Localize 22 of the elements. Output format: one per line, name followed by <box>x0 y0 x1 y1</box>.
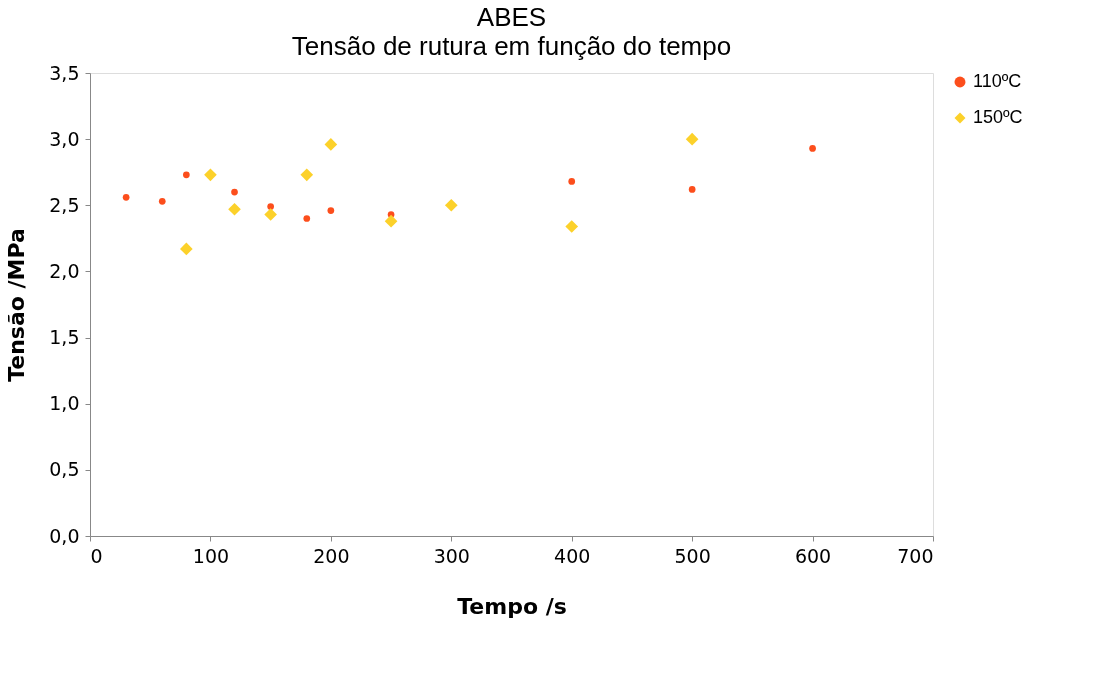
x-tick-label: 600 <box>794 544 832 567</box>
x-axis-title: Tempo /s <box>457 593 567 619</box>
chart-title: ABES <box>476 2 547 32</box>
x-tick-label: 500 <box>674 544 711 567</box>
y-tick-label: 2,0 <box>49 259 80 282</box>
legend-label: 150ºC <box>973 107 1023 127</box>
x-tick-label: 300 <box>433 544 470 567</box>
y-tick-label: 0,5 <box>49 458 80 481</box>
x-tick-label: 700 <box>897 544 934 567</box>
y-tick-label: 1,0 <box>49 392 80 415</box>
x-tick-label: 0 <box>90 544 103 567</box>
x-tick-label: 100 <box>192 544 230 567</box>
y-tick-label: 0,0 <box>49 524 80 547</box>
y-tick-label: 3,0 <box>49 127 80 150</box>
chart-subtitle: Tensão de rutura em função do tempo <box>291 31 732 61</box>
y-tick-label: 2,5 <box>49 193 80 216</box>
y-axis-title: Tensão /MPa <box>4 228 30 382</box>
y-tick-label: 3,5 <box>49 61 80 84</box>
legend-label: 110ºC <box>973 71 1022 91</box>
y-tick-label: 1,5 <box>49 326 80 349</box>
x-tick-label: 200 <box>313 544 350 567</box>
x-tick-label: 400 <box>554 544 591 567</box>
